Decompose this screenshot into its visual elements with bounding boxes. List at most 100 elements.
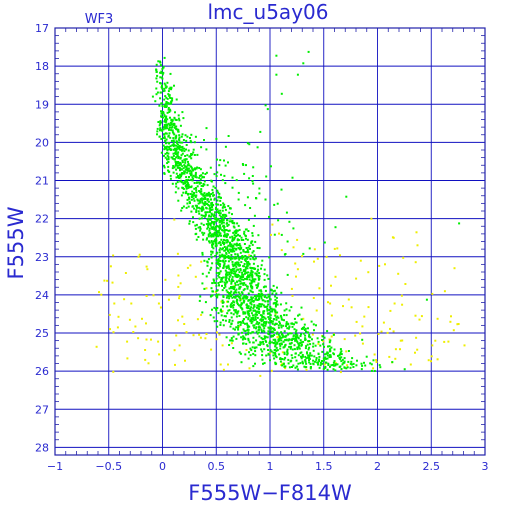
main-star-point <box>193 154 196 156</box>
main-star-point <box>302 252 305 255</box>
main-star-point <box>177 166 180 169</box>
main-star-point <box>162 128 165 131</box>
main-star-point <box>241 331 243 334</box>
main-star-point <box>355 364 358 367</box>
main-star-point <box>206 264 209 267</box>
main-star-point <box>225 252 228 255</box>
faint-star-point <box>198 333 201 336</box>
main-star-point <box>181 111 184 114</box>
main-star-point <box>251 271 254 274</box>
main-star-point <box>294 352 297 355</box>
main-star-point <box>173 133 176 136</box>
main-star-point <box>310 366 312 368</box>
main-star-point <box>196 153 199 156</box>
main-star-point <box>222 266 225 269</box>
main-star-point <box>332 333 335 336</box>
main-star-point <box>271 292 274 295</box>
faint-star-point <box>183 323 186 325</box>
main-star-point <box>211 243 214 245</box>
main-star-point <box>327 364 330 366</box>
main-star-point <box>232 280 235 282</box>
faint-star-point <box>284 367 287 370</box>
main-star-point <box>224 234 227 237</box>
faint-star-point <box>384 263 386 266</box>
main-star-point <box>268 327 271 330</box>
main-star-point <box>253 309 256 312</box>
main-star-point <box>261 316 264 319</box>
main-star-point <box>288 309 291 312</box>
main-star-point <box>227 264 230 267</box>
main-star-point <box>220 308 222 311</box>
faint-star-point <box>380 330 383 333</box>
faint-star-point <box>345 350 348 353</box>
main-star-point <box>242 312 245 315</box>
main-star-point <box>228 320 231 323</box>
main-star-point <box>247 246 250 249</box>
main-star-point <box>232 221 235 224</box>
main-star-point <box>224 315 227 318</box>
main-star-point <box>256 285 259 288</box>
main-star-point <box>227 256 230 259</box>
main-star-point <box>275 349 278 352</box>
main-star-point <box>246 267 249 270</box>
main-star-point <box>246 261 249 264</box>
main-star-point <box>308 247 311 250</box>
faint-star-point <box>333 247 336 250</box>
main-star-point <box>270 320 273 323</box>
main-star-point <box>288 220 291 223</box>
main-star-point <box>285 308 288 311</box>
main-star-point <box>259 130 262 133</box>
main-star-point <box>225 229 228 231</box>
faint-star-point <box>295 275 297 278</box>
main-star-point <box>240 247 242 250</box>
main-star-point <box>265 305 268 308</box>
main-star-point <box>260 348 263 351</box>
main-star-point <box>235 244 238 247</box>
main-star-point <box>274 311 277 314</box>
main-star-point <box>236 239 239 242</box>
main-star-point <box>225 265 228 268</box>
main-star-point <box>272 338 275 341</box>
main-star-point <box>228 344 231 346</box>
main-star-point <box>276 341 279 344</box>
main-star-point <box>203 204 206 207</box>
main-star-point <box>219 204 222 206</box>
main-star-point <box>291 356 294 359</box>
main-star-point <box>296 340 299 343</box>
faint-star-point <box>175 334 178 337</box>
main-star-point <box>281 364 284 367</box>
main-star-point <box>192 148 195 151</box>
main-star-point <box>216 171 219 174</box>
main-star-point <box>210 215 212 218</box>
main-star-point <box>231 260 234 263</box>
main-star-point <box>280 339 283 342</box>
main-star-point <box>302 340 305 343</box>
main-star-point <box>247 218 250 221</box>
faint-star-point <box>111 281 114 284</box>
main-star-point <box>250 303 253 306</box>
main-star-point <box>242 273 245 276</box>
main-star-point <box>162 144 165 147</box>
main-star-point <box>280 324 283 327</box>
faint-star-point <box>232 236 235 239</box>
main-star-point <box>198 174 201 177</box>
main-star-point <box>186 198 189 201</box>
main-star-point <box>318 358 321 361</box>
main-star-point <box>343 360 346 363</box>
main-star-point <box>343 357 346 360</box>
faint-star-point <box>178 297 181 300</box>
main-star-point <box>234 253 237 256</box>
main-star-point <box>300 327 303 330</box>
main-star-point <box>258 192 261 195</box>
main-star-point <box>175 125 178 128</box>
main-star-point <box>263 330 266 333</box>
main-star-point <box>213 213 216 216</box>
main-star-point <box>339 358 342 361</box>
main-star-point <box>249 307 252 310</box>
main-star-point <box>293 317 296 320</box>
main-star-point <box>222 224 225 227</box>
main-star-point <box>188 202 191 205</box>
main-star-point <box>211 244 214 247</box>
main-star-point <box>236 280 239 283</box>
main-star-point <box>222 324 225 327</box>
